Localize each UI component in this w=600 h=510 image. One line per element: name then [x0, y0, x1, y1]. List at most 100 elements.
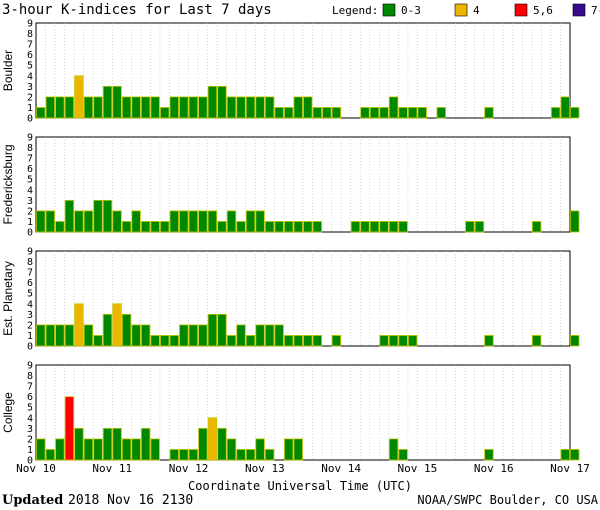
y-tick-label: 2: [27, 206, 33, 217]
panel-label: College: [1, 392, 15, 433]
k-index-bar: [74, 427, 84, 461]
k-index-bar: [379, 221, 389, 233]
updated-label: Updated: [2, 493, 63, 508]
k-index-bar: [236, 96, 246, 119]
y-tick-label: 9: [27, 133, 33, 144]
k-index-bar: [570, 335, 580, 347]
k-index-bar: [198, 324, 208, 347]
k-index-bar: [398, 221, 408, 233]
k-index-bar: [245, 210, 256, 233]
k-index-bar: [331, 107, 342, 119]
k-index-bar: [112, 427, 122, 461]
k-index-bar: [36, 438, 46, 461]
k-index-bar: [560, 449, 570, 461]
legend-swatch-1: [382, 3, 396, 17]
k-index-bar: [245, 449, 256, 461]
panels: 0123456789Boulder0123456789Fredericksbur…: [1, 19, 580, 467]
k-index-bar: [93, 96, 103, 119]
y-tick-label: 1: [27, 445, 33, 456]
k-index-bar: [293, 221, 303, 233]
k-index-bar: [379, 107, 389, 119]
k-index-bar: [369, 107, 380, 119]
k-index-bar: [484, 107, 494, 119]
k-index-bar: [45, 324, 55, 347]
k-index-bar: [36, 324, 46, 347]
k-index-bar: [198, 96, 208, 119]
y-tick-label: 0: [27, 342, 33, 353]
k-index-bar: [388, 335, 399, 347]
panel-label: Est. Planetary: [1, 261, 15, 336]
k-index-bar: [160, 221, 170, 233]
k-index-bar: [284, 107, 294, 119]
k-index-bar: [169, 449, 179, 461]
k-index-bar: [198, 210, 208, 233]
y-tick-label: 0: [27, 228, 33, 239]
k-index-bar: [93, 438, 103, 461]
k-index-bar: [150, 96, 160, 119]
y-tick-label: 2: [27, 92, 33, 103]
y-tick-label: 2: [27, 434, 33, 445]
k-index-bar: [570, 210, 580, 233]
y-tick-label: 9: [27, 361, 33, 372]
k-index-bar: [131, 96, 141, 119]
x-tick-label: Nov 14: [321, 462, 361, 475]
k-index-bar: [179, 96, 189, 119]
legend-swatch-3: [514, 3, 528, 17]
k-index-bar: [474, 221, 485, 233]
k-index-bar: [45, 96, 55, 119]
legend-swatch-4: [572, 3, 586, 17]
y-tick-label: 6: [27, 278, 33, 289]
k-index-bar: [169, 210, 179, 233]
k-index-bar: [131, 324, 141, 347]
k-index-bar: [350, 221, 361, 233]
y-tick-label: 5: [27, 61, 33, 72]
k-index-bar: [312, 107, 322, 119]
y-tick-label: 7: [27, 268, 33, 279]
y-tick-label: 5: [27, 175, 33, 186]
k-index-bar: [379, 335, 389, 347]
k-index-bar: [465, 221, 475, 233]
k-index-bar: [83, 324, 94, 347]
k-index-bar: [93, 199, 103, 233]
k-index-bar: [236, 324, 246, 347]
panel-label: Boulder: [1, 50, 15, 91]
y-tick-label: 3: [27, 310, 33, 321]
x-tick-label: Nov 11: [92, 462, 132, 475]
k-index-bar: [83, 210, 94, 233]
k-index-bar: [264, 449, 275, 461]
y-tick-label: 6: [27, 392, 33, 403]
k-index-bar: [207, 417, 218, 461]
k-index-bar: [55, 438, 65, 461]
k-index-bar: [217, 221, 227, 233]
k-index-bar: [64, 199, 75, 233]
k-index-bar: [36, 210, 46, 233]
k-index-bar: [217, 85, 227, 119]
legend-item-label: 4: [473, 4, 480, 17]
x-tick-label: Nov 16: [474, 462, 514, 475]
y-tick-label: 9: [27, 19, 33, 30]
k-index-bar: [188, 449, 199, 461]
k-index-bar: [531, 221, 542, 233]
k-index-bar: [112, 210, 122, 233]
k-index-bar: [102, 313, 113, 347]
k-index-bar: [360, 107, 370, 119]
k-index-bar: [274, 107, 284, 119]
legend-swatch-2: [454, 3, 468, 17]
k-index-bar: [55, 324, 65, 347]
chart-title: 3-hour K-indices for Last 7 days: [2, 2, 272, 18]
k-index-bar: [160, 107, 170, 119]
y-tick-label: 9: [27, 247, 33, 258]
k-index-bar: [55, 96, 65, 119]
k-index-bar: [64, 96, 75, 119]
k-index-bar: [188, 96, 199, 119]
k-index-bar: [560, 96, 570, 119]
k-index-bar: [198, 427, 208, 461]
k-index-bar: [45, 449, 55, 461]
y-tick-label: 7: [27, 154, 33, 165]
x-tick-label: Nov 13: [245, 462, 285, 475]
k-index-bar: [169, 335, 179, 347]
y-tick-label: 3: [27, 424, 33, 435]
